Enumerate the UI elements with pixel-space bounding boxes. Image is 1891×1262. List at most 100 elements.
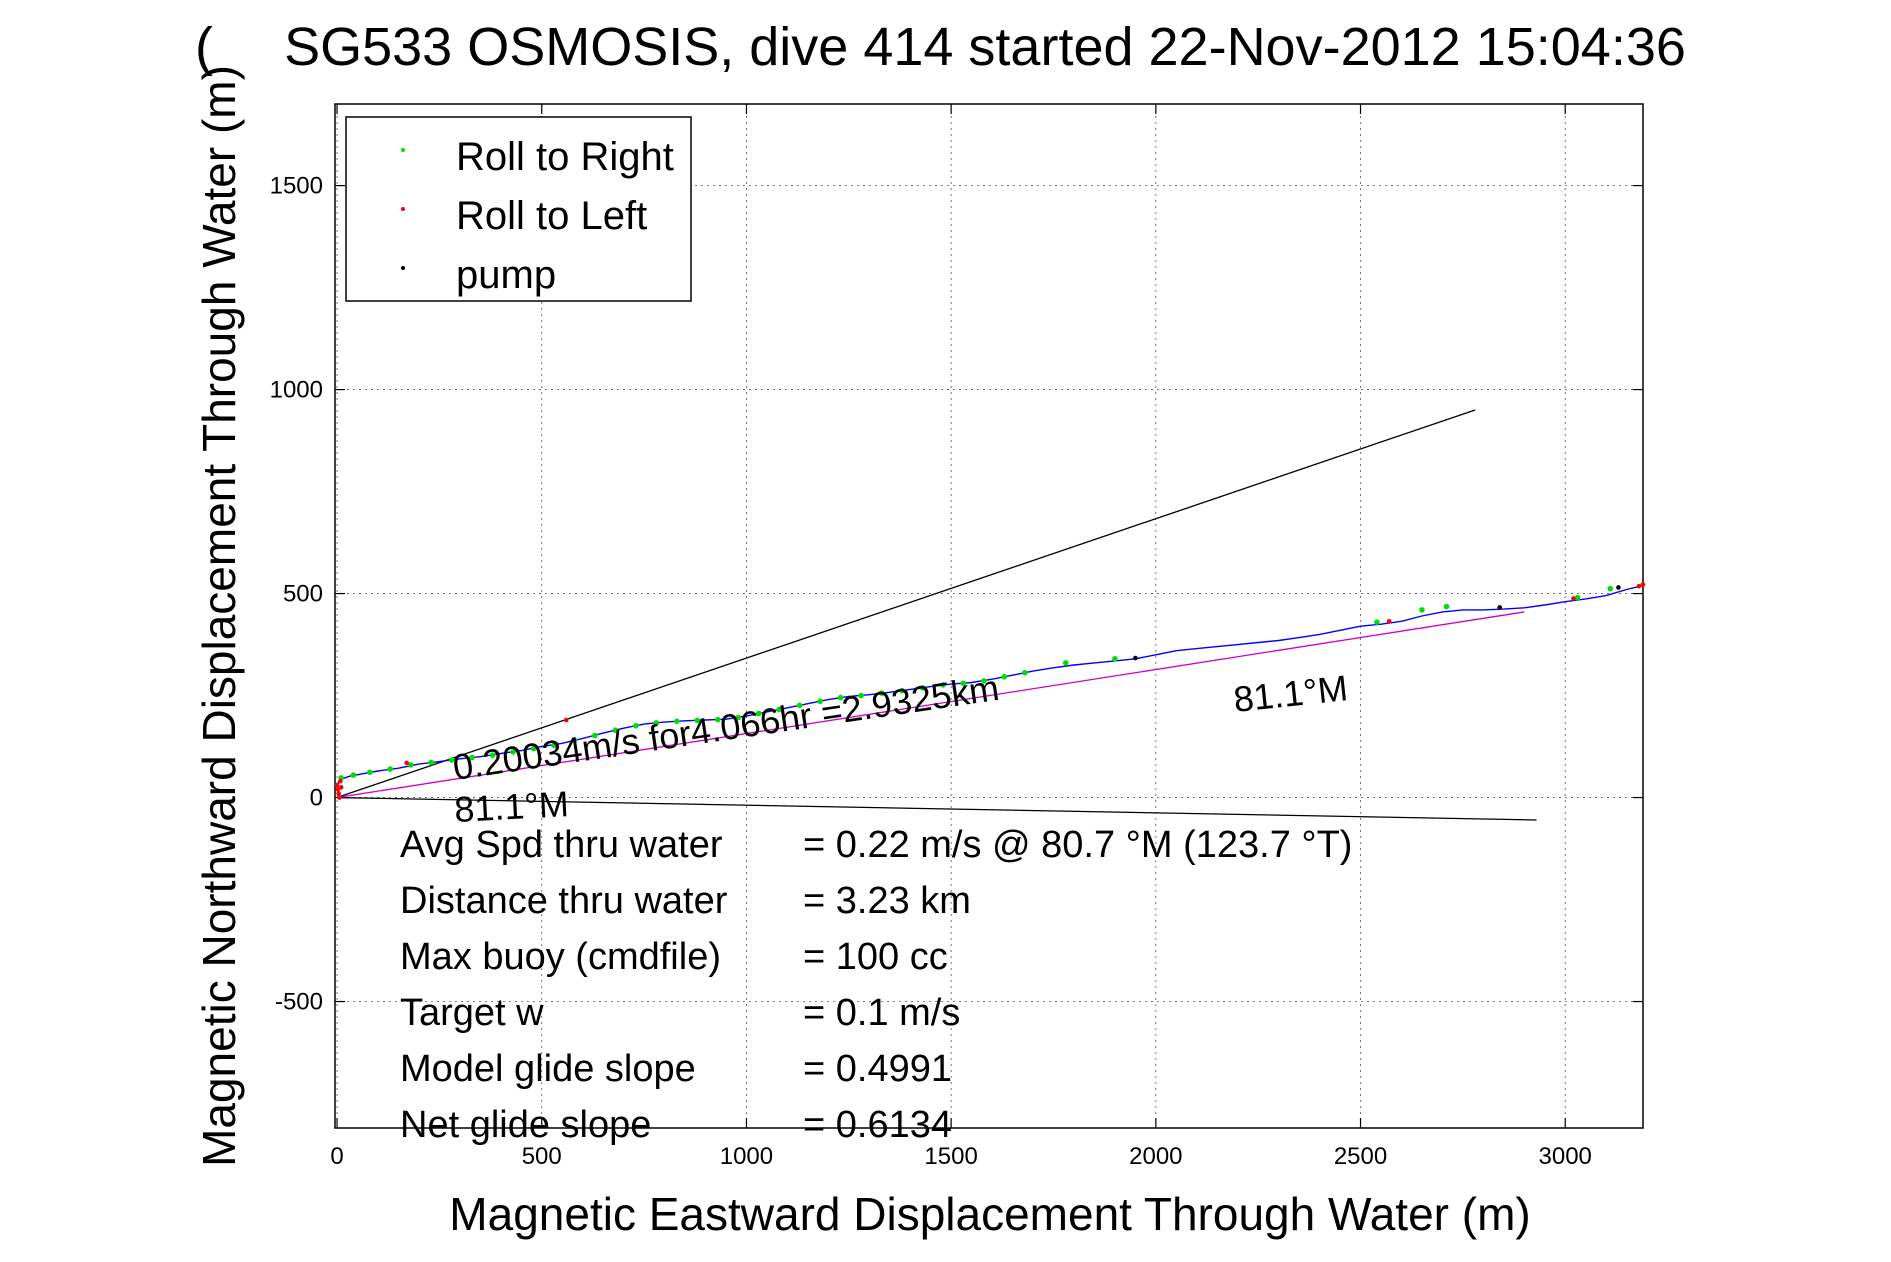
roll-right-point <box>899 687 905 694</box>
legend-label-roll-left: Roll to Left <box>456 194 647 238</box>
roll-right-point <box>1419 607 1425 613</box>
heading-label-near: 81.1°M <box>453 783 569 830</box>
roll-left-point <box>338 778 343 784</box>
stat-value: = 0.6134 <box>803 1104 952 1146</box>
stat-label: Target w <box>400 992 544 1034</box>
pump-point <box>1616 585 1621 590</box>
roll-right-point <box>776 706 782 713</box>
roll-left-point <box>404 760 409 766</box>
roll-right-point <box>350 772 357 778</box>
pump-point <box>1133 655 1138 661</box>
roll-right-point <box>612 727 619 734</box>
roll-right-point <box>1607 585 1614 592</box>
roll-left-point <box>335 787 341 792</box>
roll-right-point <box>469 754 475 761</box>
roll-right-point <box>837 694 844 701</box>
roll-right-point <box>366 769 373 776</box>
x-tick-label: 1000 <box>720 1143 773 1170</box>
roll-left-point <box>1571 596 1576 601</box>
roll-right-point <box>653 720 660 726</box>
roll-left-point <box>1636 583 1642 589</box>
y-tick-label: 1000 <box>270 377 323 404</box>
roll-right-point <box>735 714 742 721</box>
roll-right-point <box>981 678 987 684</box>
legend-marker-roll-right <box>401 148 405 152</box>
y-tick-label: 1500 <box>270 173 323 200</box>
legend-label-roll-right: Roll to Right <box>456 135 674 179</box>
stat-value: = 0.1 m/s <box>803 992 960 1034</box>
roll-right-point <box>407 762 414 768</box>
stat-label: Net glide slope <box>400 1104 651 1146</box>
x-tick-label: 2000 <box>1129 1143 1182 1170</box>
axis-ticks: 0 500 1000 1500 2000 2500 3000 -500 0 500 1000 1500 <box>270 104 1643 1170</box>
roll-right-point <box>940 682 946 688</box>
title-overlap-glyph: ( <box>195 17 213 77</box>
stat-value: = 100 cc <box>803 936 948 978</box>
legend-marker-pump <box>401 266 405 270</box>
roll-right-point <box>674 718 680 725</box>
stat-label: Max buoy (cmdfile) <box>400 936 721 978</box>
track-line <box>336 584 1644 786</box>
roll-right-point <box>592 732 598 739</box>
roll-right-point <box>796 702 803 709</box>
reference-line <box>337 796 1537 821</box>
x-tick-label: 2500 <box>1334 1143 1387 1170</box>
roll-right-point <box>448 757 455 763</box>
roll-right-point <box>551 742 557 749</box>
roll-right-point <box>1374 619 1380 625</box>
roll-left-point <box>564 717 569 723</box>
roll-right-point <box>1022 669 1028 676</box>
roll-right-point <box>510 749 516 755</box>
markers <box>334 582 1646 800</box>
roll-right-point <box>755 710 762 717</box>
roll-right-point <box>1574 594 1581 601</box>
roll-right-point <box>428 759 435 766</box>
roll-right-point <box>571 737 578 744</box>
reference-line <box>336 409 1476 799</box>
y-tick-label: 500 <box>283 581 323 608</box>
stats-block: Avg Spd thru water = 0.22 m/s @ 80.7 °M … <box>400 824 1352 1146</box>
x-tick-label: 3000 <box>1539 1143 1592 1170</box>
legend: Roll to Right Roll to Left pump <box>345 116 692 302</box>
roll-left-point <box>336 791 341 796</box>
stat-value: = 0.4991 <box>803 1048 952 1090</box>
roll-right-point <box>1001 673 1008 680</box>
x-axis-label: Magnetic Eastward Displacement Through W… <box>449 1188 1530 1240</box>
roll-right-point <box>858 692 864 699</box>
roll-right-point <box>1062 660 1069 666</box>
series <box>336 584 1644 786</box>
stat-label: Avg Spd thru water <box>400 824 723 866</box>
x-tick-label: 500 <box>522 1143 562 1170</box>
roll-right-point <box>960 680 967 687</box>
roll-left-point <box>337 795 342 800</box>
roll-right-point <box>694 717 701 724</box>
roll-right-point <box>919 685 926 691</box>
y-tick-label: 0 <box>310 785 323 812</box>
roll-right-point <box>489 752 496 758</box>
roll-right-point <box>1443 603 1450 610</box>
roll-left-point <box>338 785 344 790</box>
chart-title: SG533 OSMOSIS, dive 414 started 22-Nov-2… <box>284 17 1686 77</box>
stat-label: Distance thru water <box>400 880 728 922</box>
roll-left-point <box>1640 582 1646 587</box>
x-tick-label: 0 <box>330 1143 343 1170</box>
pump-point <box>1497 605 1503 610</box>
y-axis-label: Magnetic Northward Displacement Through … <box>193 65 245 1167</box>
legend-marker-roll-left <box>401 207 405 211</box>
roll-left-point <box>1386 619 1392 624</box>
roll-right-point <box>714 716 721 723</box>
roll-right-point <box>633 722 639 729</box>
reference-lines <box>336 409 1537 821</box>
y-tick-label: -500 <box>275 989 323 1016</box>
legend-label-pump: pump <box>456 253 556 297</box>
roll-left-point <box>334 783 340 788</box>
x-tick-label: 1500 <box>924 1143 977 1170</box>
stat-value: = 3.23 km <box>803 880 971 922</box>
reference-line <box>336 611 1525 799</box>
roll-right-point <box>878 690 885 696</box>
roll-right-point <box>817 698 823 705</box>
roll-right-point <box>387 766 394 772</box>
roll-right-point <box>1112 656 1118 662</box>
roll-right-point <box>530 745 537 752</box>
